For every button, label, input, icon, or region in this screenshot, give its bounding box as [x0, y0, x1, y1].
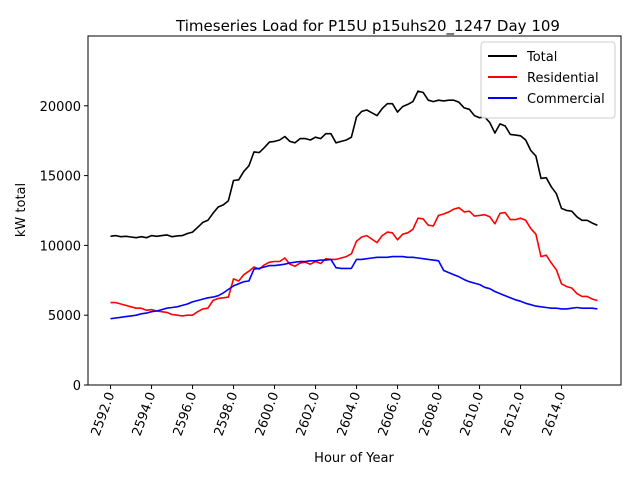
legend-label-commercial: Commercial	[527, 92, 605, 107]
y-axis-label: kW total	[14, 183, 29, 237]
axes-frame	[87, 35, 622, 386]
series-line-commercial	[110, 255, 598, 320]
y-tick-label: 20000	[40, 100, 81, 115]
plot-area	[87, 35, 622, 386]
y-axis: 0 5000 10000 15000 20000	[40, 100, 88, 394]
series-line-residential	[110, 206, 598, 317]
legend-label-total: Total	[526, 50, 557, 65]
y-tick-label: 0	[73, 379, 81, 394]
series-layer	[110, 90, 598, 320]
chart-title: Timeseries Load for P15U p15uhs20_1247 D…	[175, 17, 560, 36]
x-axis-label: Hour of Year	[314, 451, 394, 466]
y-tick-label: 10000	[40, 239, 81, 254]
legend: Total Residential Commercial	[480, 41, 616, 119]
y-tick-label: 5000	[48, 309, 81, 324]
y-tick-label: 15000	[40, 170, 81, 185]
legend-label-residential: Residential	[527, 71, 599, 86]
series-line-total	[110, 90, 598, 239]
